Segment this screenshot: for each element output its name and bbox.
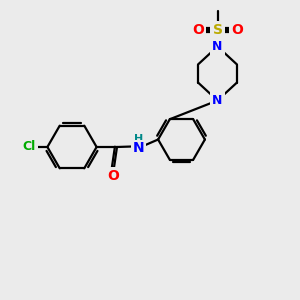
- Text: N: N: [212, 94, 223, 107]
- Text: S: S: [212, 23, 223, 37]
- Text: N: N: [212, 40, 223, 53]
- Text: O: O: [107, 169, 119, 183]
- Text: Cl: Cl: [22, 140, 35, 154]
- Text: H: H: [134, 134, 143, 145]
- Text: O: O: [192, 23, 204, 37]
- Text: N: N: [133, 141, 144, 155]
- Text: O: O: [231, 23, 243, 37]
